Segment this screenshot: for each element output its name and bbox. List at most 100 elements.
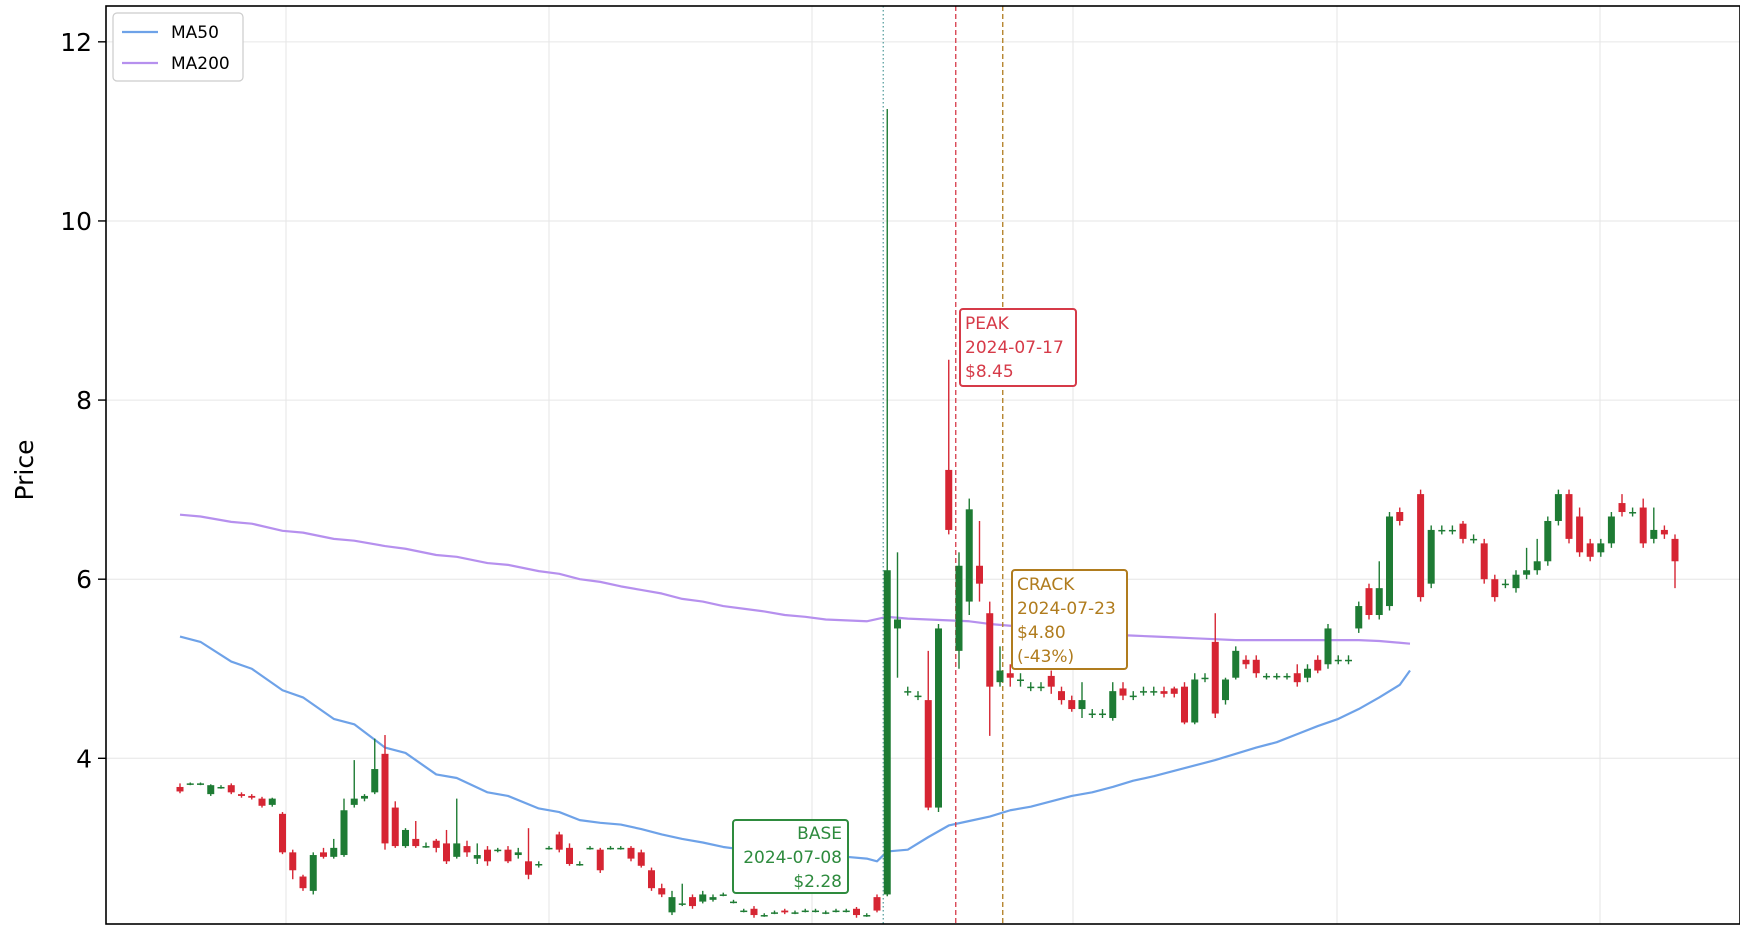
candle-body [391,807,399,847]
candle-body [1480,543,1488,580]
candle-body [894,619,901,629]
candle-body [883,570,891,895]
candle-body [596,849,604,871]
candle-body [238,794,245,796]
annotation-crack-date: 2024-07-23 [1017,599,1116,619]
candle-body [484,849,491,862]
legend-ma50-label: MA50 [171,23,219,43]
candle-body [1211,641,1219,714]
candle-body [1201,677,1209,680]
candle-body [1345,659,1352,662]
candle-body [1324,628,1332,665]
ma200-line [179,513,1411,645]
annotation-peak: PEAK 2024-07-17 $8.45 [959,308,1077,387]
candle-body [248,795,256,798]
candle-body [1417,494,1425,598]
candle-body [207,785,215,795]
candle-body [1273,675,1281,678]
candle-body [197,783,204,785]
candle-body [1252,659,1260,674]
candle-body [1109,691,1117,719]
plot-frame [105,5,1740,925]
candle-body [1119,688,1127,696]
candle-body [412,838,420,847]
candle-body [268,798,276,805]
candle-body [750,908,758,916]
annotation-base-price: $2.28 [793,872,842,892]
candle-body [1448,529,1456,532]
candle-body [914,695,922,698]
y-tick-label: 8 [76,386,92,415]
candle-body [1629,512,1637,514]
candle-body [309,855,317,891]
candle-body [965,509,973,602]
candle-body [740,910,748,913]
candle-body [1427,529,1435,584]
candle-body [853,908,860,916]
candle-body [422,846,430,848]
annotation-crack-change: (-43%) [1017,647,1074,667]
candle-body [1355,606,1363,629]
candle-body [525,861,532,875]
candle-body [576,863,584,866]
candle-body [330,847,338,857]
candle-body [586,847,594,850]
y-tick-label: 10 [60,207,92,236]
candle-body [637,852,645,866]
candle-body [1088,713,1096,716]
annotation-crack-label: CRACK [1017,575,1075,595]
candle-body [545,847,553,850]
candle-body [668,897,676,913]
candle-body [279,813,286,853]
candle-body [1576,516,1584,553]
candle-body [1150,691,1158,693]
y-tick-label: 4 [76,744,92,773]
candle-body [678,903,686,905]
candle-body [350,798,358,805]
candle-body [945,469,953,530]
y-axis: 4 6 8 10 12 [60,28,106,773]
candle-body [658,888,666,895]
candle-body [689,897,696,907]
candle-body [494,849,502,852]
candle-body [1037,686,1045,689]
y-tick-label: 6 [76,565,92,594]
candle-body [1459,523,1467,539]
candle-body [1129,695,1137,698]
candle-body [976,565,983,584]
candle-body [873,897,881,911]
candle-body [535,863,543,866]
candle-body [760,915,768,917]
candle-body [1512,574,1520,589]
candle-body [1068,700,1076,710]
candle-body [781,910,789,913]
candle-body [1058,691,1065,701]
candle-body [432,840,440,848]
candle-body [1650,529,1658,539]
candle-body [1293,673,1301,683]
annotation-base: BASE 2024-07-08 $2.28 [732,819,849,894]
candle-body [955,565,963,651]
candle-body [986,613,994,687]
candle-body [699,894,707,902]
candle-body [1191,679,1199,723]
candle-body [1222,679,1229,701]
candle-body [566,847,573,864]
candle-body [1027,686,1035,689]
candle-body [555,834,563,850]
candle-body [1375,588,1383,616]
candle-body [801,910,809,913]
candle-body [1160,691,1168,694]
candle-body [1099,713,1106,716]
annotation-peak-date: 2024-07-17 [965,338,1064,358]
candle-body [924,700,932,808]
candle-body [996,670,1004,683]
candle-body [1242,659,1250,665]
candle-body [299,876,307,889]
candle-body [289,852,297,871]
candle-body [463,846,471,853]
candle-body [1314,659,1322,671]
candles [176,108,1679,918]
